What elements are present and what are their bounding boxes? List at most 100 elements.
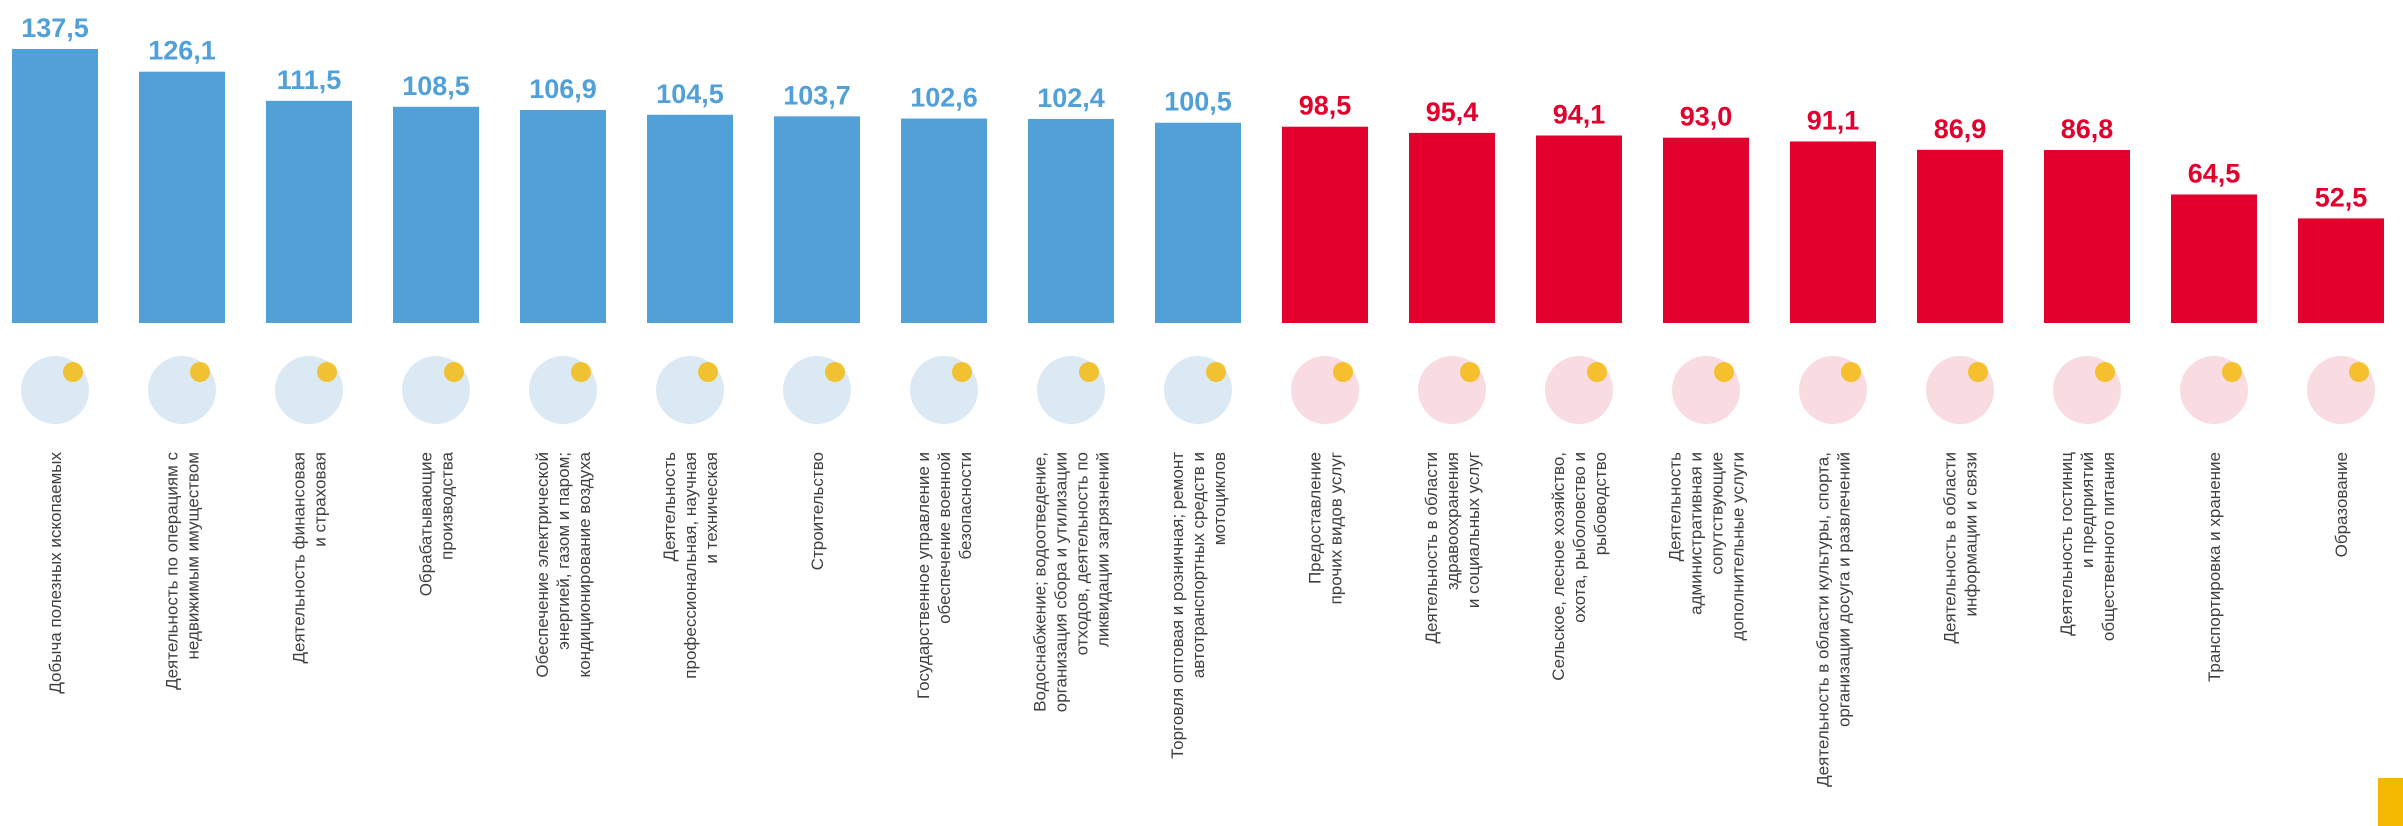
category-label: административная и [1687, 452, 1706, 615]
bar [1409, 132, 1495, 323]
category-label: ликвидации загрязнений [1094, 452, 1113, 647]
icon [952, 362, 972, 382]
icon [571, 362, 591, 382]
bar [2044, 150, 2130, 323]
bar [1536, 135, 1622, 323]
value-label: 100,5 [1164, 87, 1232, 117]
value-label: 108,5 [402, 71, 470, 101]
value-label: 98,5 [1299, 91, 1352, 121]
category-label: Торговля оптовая и розничная; ремонт [1168, 452, 1187, 759]
bar [774, 116, 860, 323]
value-label: 102,4 [1037, 83, 1105, 113]
value-label: 111,5 [277, 65, 342, 95]
category-label: Предоставление [1306, 452, 1325, 584]
category-label: Сельское, лесное хозяйство, [1549, 452, 1568, 681]
category-label: и социальных услуг [1464, 452, 1483, 608]
value-label: 95,4 [1426, 97, 1479, 127]
value-label: 126,1 [148, 36, 216, 66]
icon [2349, 362, 2369, 382]
icon [1968, 362, 1988, 382]
category-label: Деятельность в области [1941, 452, 1960, 643]
bar [1790, 141, 1876, 323]
category-label: охота, рыболовство и [1570, 452, 1589, 623]
corner-tab [2378, 778, 2403, 826]
category-label: сопутствующие [1708, 452, 1727, 575]
category-label: здравоохранения [1443, 452, 1462, 590]
icon [1206, 362, 1226, 382]
category-label: мотоциклов [1210, 452, 1229, 545]
category-label: Деятельность в области [1422, 452, 1441, 643]
bar [12, 49, 98, 323]
category-label: обеспечение военной [935, 452, 954, 624]
bar [520, 109, 606, 324]
category-label: и предприятий [2078, 452, 2097, 568]
value-label: 52,5 [2315, 182, 2368, 212]
bar [901, 118, 987, 324]
category-label: Строительство [808, 452, 827, 570]
value-label: 102,6 [910, 83, 978, 113]
bar [1917, 149, 2003, 323]
icon [1079, 362, 1099, 382]
bar [2298, 218, 2384, 323]
icon [2222, 362, 2242, 382]
category-label: Образование [2332, 452, 2351, 557]
category-label: организации досуга и развлечений [1835, 452, 1854, 727]
category-label: Деятельность в области культуры, спорта, [1814, 452, 1833, 787]
value-label: 104,5 [656, 79, 724, 109]
category-label: рыбоводство [1591, 452, 1610, 555]
bar [1282, 126, 1368, 323]
category-label: организация сбора и утилизации [1052, 452, 1071, 712]
category-label: недвижимым имуществом [184, 452, 203, 660]
category-label: Обеспечение электрической [533, 452, 552, 678]
value-label: 86,8 [2061, 114, 2114, 144]
category-label: и техническая [702, 452, 721, 564]
icon [698, 362, 718, 382]
bar [393, 106, 479, 323]
category-label: Добыча полезных ископаемых [46, 452, 65, 694]
value-label: 94,1 [1553, 99, 1606, 129]
bar [1028, 118, 1114, 323]
category-label: Водоснабжение; водоотведение, [1031, 452, 1050, 712]
category-label: Деятельность гостиниц [2057, 452, 2076, 636]
category-label: безопасности [956, 452, 975, 559]
icon [317, 362, 337, 382]
bar [647, 114, 733, 323]
value-label: 93,0 [1680, 102, 1733, 132]
bar [266, 100, 352, 323]
category-label: производства [438, 451, 457, 559]
bar [2171, 194, 2257, 323]
value-label: 103,7 [783, 80, 851, 110]
icon [1460, 362, 1480, 382]
value-label: 64,5 [2188, 158, 2241, 188]
category-label: Деятельность финансовая [290, 452, 309, 664]
bar [1663, 137, 1749, 323]
category-label: кондиционирование воздуха [575, 451, 594, 677]
icon [190, 362, 210, 382]
category-label: и страховая [311, 452, 330, 547]
category-label: отходов, деятельность по [1073, 452, 1092, 655]
icon [825, 362, 845, 382]
category-label: Деятельность по операциям с [163, 452, 182, 690]
category-label: профессиональная, научная [681, 452, 700, 679]
icon [63, 362, 83, 382]
value-label: 137,5 [21, 13, 89, 43]
category-label: Деятельность [1666, 452, 1685, 562]
icon [1714, 362, 1734, 382]
icon [1333, 362, 1353, 382]
category-label: информации и связи [1962, 452, 1981, 616]
value-label: 106,9 [529, 74, 597, 104]
category-label: общественного питания [2099, 452, 2118, 641]
bar [139, 71, 225, 323]
icon [1841, 362, 1861, 382]
bar [1155, 122, 1241, 323]
category-label: Обрабатывающие [417, 452, 436, 596]
category-label: Деятельность [660, 452, 679, 562]
category-label: энергией, газом и паром; [554, 452, 573, 650]
value-label: 91,1 [1807, 105, 1860, 135]
category-label: Государственное управление и [914, 452, 933, 699]
category-label: прочих видов услуг [1327, 452, 1346, 604]
category-label: Транспортировка и хранение [2205, 452, 2224, 682]
value-label: 86,9 [1934, 114, 1987, 144]
icon [1587, 362, 1607, 382]
